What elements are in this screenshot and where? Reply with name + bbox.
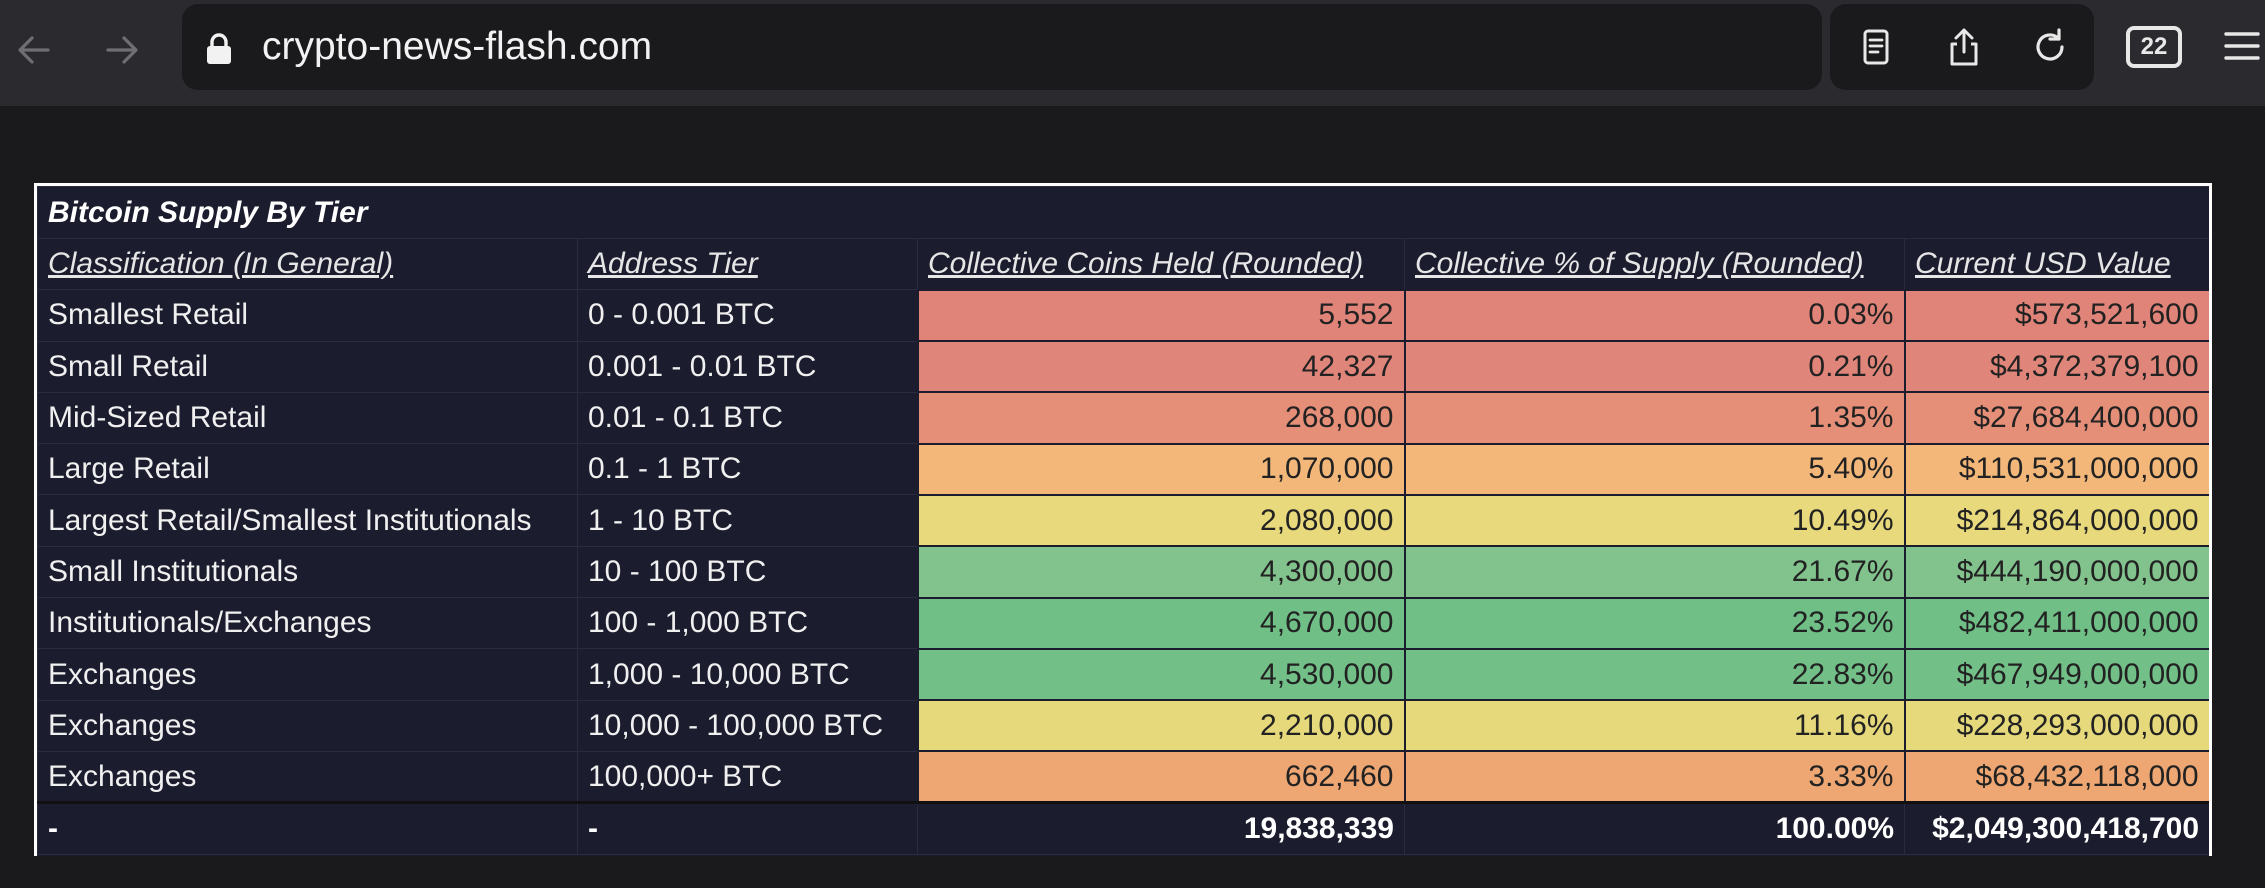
back-arrow-icon [18,36,50,64]
cell-usd-value: $110,531,000,000 [1903,442,2209,496]
bitcoin-supply-table: Bitcoin Supply By Tier Classification (I… [37,186,2209,855]
cell-usd-value: $573,521,600 [1903,288,2209,343]
cell-classification: Mid-Sized Retail [37,391,578,445]
table-title: Bitcoin Supply By Tier [37,186,2209,239]
cell-address-tier: 100,000+ BTC [577,750,918,804]
back-button[interactable] [6,22,62,78]
cell-percent-supply: 11.16% [1403,699,1906,753]
supply-table-image: Bitcoin Supply By Tier Classification (I… [34,183,2212,856]
cell-percent-supply: 22.83% [1403,647,1906,702]
cell-percent-supply: 23.52% [1403,596,1906,650]
header-address-tier: Address Tier [577,237,918,291]
reload-icon [2036,28,2064,61]
table-total-row: - -19,838,339 100.00% $2,049,300,418,700 [37,801,2209,855]
header-classification: Classification (In General) [37,237,578,291]
cell-percent-supply: 1.35% [1403,391,1906,445]
cell-percent-supply: 0.03% [1403,288,1906,343]
cell-address-tier: 0 - 0.001 BTC [577,289,918,342]
table-title-row: Bitcoin Supply By Tier [37,186,2209,239]
cell-usd-value: $68,432,118,000 [1903,750,2209,804]
cell-address-tier: 10,000 - 100,000 BTC [577,699,918,752]
share-icon [1950,28,1978,66]
total-percent-supply: 100.00% [1404,801,1905,855]
reader-icon [1863,29,1889,65]
menu-icon[interactable] [2222,26,2262,66]
table-row: Exchanges 1,000 - 10,000 BTC 4,530,000 22.8… [37,647,2209,702]
share-button[interactable] [1934,17,1994,77]
header-coins-held: Collective Coins Held (Rounded) [917,237,1405,291]
lock-icon [207,33,231,64]
cell-address-tier: 1,000 - 10,000 BTC [577,648,918,701]
address-bar[interactable]: crypto-news-flash.com [182,4,1822,90]
total-coins-held: 19,838,339 [917,801,1405,855]
table-row: Exchanges 10,000 - 100,000 BTC 2,210,000 11… [37,699,2209,753]
cell-coins-held: 5,552 [916,288,1406,343]
cell-usd-value: $228,293,000,000 [1903,699,2209,753]
browser-toolbar: crypto-news-flash.com 22 [0,0,2265,106]
cell-address-tier: 1 - 10 BTC [577,494,918,547]
cell-usd-value: $27,684,400,000 [1903,391,2209,445]
total-usd-value: $2,049,300,418,700 [1903,801,2209,855]
header-percent-supply: Collective % of Supply (Rounded) [1404,237,1905,291]
cell-classification: Exchanges [37,750,578,804]
cell-percent-supply: 0.21% [1403,340,1906,394]
cell-coins-held: 4,530,000 [916,647,1406,702]
cell-address-tier: 100 - 1,000 BTC [577,597,918,650]
cell-classification: Exchanges [37,699,578,752]
cell-coins-held: 4,300,000 [916,545,1406,599]
table-row: Institutionals/Exchanges 100 - 1,000 BTC 4… [37,596,2209,650]
tab-count: 22 [2140,33,2168,60]
cell-usd-value: $444,190,000,000 [1903,545,2209,599]
cell-percent-supply: 21.67% [1403,545,1906,599]
header-usd-value: Current USD Value [1903,237,2209,291]
url-text: crypto-news-flash.com [262,25,653,68]
table-row: Largest Retail/Smallest Institutionals 1 … [37,493,2209,548]
cell-classification: Small Retail [37,340,578,393]
table-row: Mid-Sized Retail 0.01 - 0.1 BTC 268,000 1.3… [37,391,2209,445]
cell-percent-supply: 5.40% [1403,442,1906,496]
cell-classification: Large Retail [37,443,578,496]
total-classification: - [37,801,578,855]
cell-coins-held: 2,210,000 [916,699,1406,753]
toolbar-actions [1830,4,2094,90]
table-row: Small Retail 0.001 - 0.01 BTC 42,327 0.21% $… [37,340,2209,394]
cell-address-tier: 0.01 - 0.1 BTC [577,391,918,445]
reader-button[interactable] [1846,17,1906,77]
cell-coins-held: 2,080,000 [916,493,1406,548]
tabs-button[interactable]: 22 [2126,26,2182,68]
forward-button[interactable] [94,22,150,78]
cell-coins-held: 662,460 [916,750,1406,804]
cell-address-tier: 0.1 - 1 BTC [577,443,918,496]
table-row: Exchanges 100,000+ BTC 662,460 3.33% $68,432… [37,750,2209,804]
cell-coins-held: 268,000 [916,391,1406,445]
table-header-row: Classification (In General) Address Tier… [37,237,2209,291]
cell-classification: Exchanges [37,648,578,701]
cell-classification: Largest Retail/Smallest Institutionals [37,494,578,547]
cell-coins-held: 1,070,000 [916,442,1406,496]
cell-usd-value: $482,411,000,000 [1903,596,2209,650]
reload-button[interactable] [2020,17,2080,77]
cell-coins-held: 4,670,000 [916,596,1406,650]
forward-arrow-icon [106,36,138,64]
cell-percent-supply: 3.33% [1403,750,1906,804]
table-row: Smallest Retail 0 - 0.001 BTC 5,552 0.03% $5… [37,288,2209,343]
cell-usd-value: $467,949,000,000 [1903,647,2209,702]
cell-classification: Institutionals/Exchanges [37,597,578,650]
total-address-tier: - [577,801,918,855]
table-row: Large Retail 0.1 - 1 BTC 1,070,000 5.40% $11… [37,442,2209,496]
page-content: Bitcoin Supply By Tier Classification (I… [0,106,2265,888]
cell-address-tier: 10 - 100 BTC [577,545,918,599]
cell-usd-value: $4,372,379,100 [1903,340,2209,394]
cell-classification: Smallest Retail [37,289,578,342]
cell-classification: Small Institutionals [37,545,578,599]
cell-address-tier: 0.001 - 0.01 BTC [577,340,918,393]
cell-percent-supply: 10.49% [1403,493,1906,548]
table-row: Small Institutionals 10 - 100 BTC 4,300,00… [37,545,2209,599]
cell-usd-value: $214,864,000,000 [1903,493,2209,548]
cell-coins-held: 42,327 [916,340,1406,394]
